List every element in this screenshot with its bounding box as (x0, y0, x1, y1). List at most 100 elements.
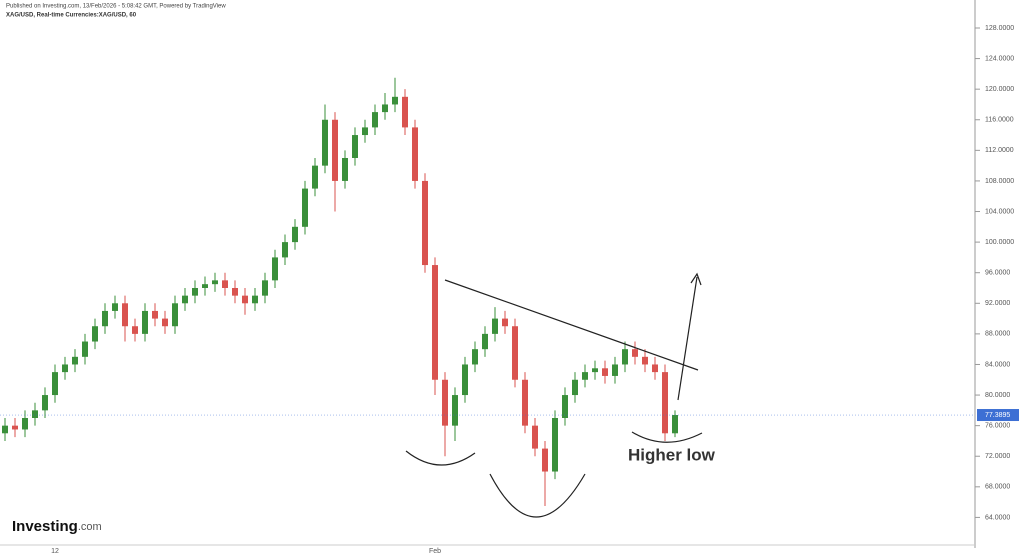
candle-body (252, 295, 258, 304)
candle-body (162, 318, 168, 327)
y-tick-label: 76.0000 (985, 422, 1010, 429)
y-tick-label: 68.0000 (985, 484, 1010, 491)
candle-body (572, 379, 578, 396)
candle-body (632, 349, 638, 357)
candle-body (382, 104, 388, 113)
last-price-label: 77.3895 (985, 412, 1010, 419)
candle-body (532, 425, 538, 449)
candle-body (462, 364, 468, 396)
y-tick-label: 100.0000 (985, 239, 1014, 246)
candle-body (602, 368, 608, 376)
candle-body (302, 188, 308, 227)
candle-body (592, 368, 598, 373)
candle-body (552, 417, 558, 472)
candle-body (12, 425, 18, 430)
y-tick-label: 72.0000 (985, 453, 1010, 460)
y-tick-label: 92.0000 (985, 300, 1010, 307)
y-tick-label: 84.0000 (985, 361, 1010, 368)
arc (489, 473, 586, 518)
y-tick-label: 64.0000 (985, 514, 1010, 521)
candle-body (412, 127, 418, 181)
candle-body (182, 295, 188, 304)
candle-body (492, 318, 498, 334)
candles (2, 77, 678, 506)
chart-subtitle: Published on Investing.com, 13/Feb/2026 … (6, 4, 226, 10)
candle-body (322, 119, 328, 166)
arrow-head (690, 272, 702, 286)
candle-body (272, 257, 278, 281)
candle-body (472, 349, 478, 365)
candle-body (622, 349, 628, 365)
candle-body (362, 127, 368, 136)
arc (631, 431, 703, 443)
candle-body (32, 410, 38, 418)
candle-body (512, 326, 518, 380)
candle-body (152, 310, 158, 319)
candle-body (372, 112, 378, 128)
candle-body (122, 303, 128, 327)
y-tick-label: 96.0000 (985, 270, 1010, 277)
candle-body (212, 280, 218, 285)
candle-body (392, 96, 398, 105)
candle-body (262, 280, 268, 296)
candle-body (292, 226, 298, 243)
candle-body (522, 379, 528, 426)
candle-body (22, 417, 28, 430)
y-tick-label: 104.0000 (985, 208, 1014, 215)
candle-body (672, 415, 678, 434)
logo: Investing.com (12, 518, 102, 535)
y-tick-label: 124.0000 (985, 55, 1014, 62)
y-tick-label: 80.0000 (985, 392, 1010, 399)
candle-body (482, 333, 488, 350)
candle-body (142, 310, 148, 334)
candle-body (662, 372, 668, 434)
candle-body (452, 395, 458, 426)
chart-title: XAG/USD, Real-time Currencies:XAG/USD, 6… (6, 13, 137, 19)
candle-body (352, 135, 358, 158)
candle-body (2, 425, 8, 434)
y-tick-label: 112.0000 (985, 147, 1014, 154)
candle-body (102, 310, 108, 327)
trend-line (444, 279, 699, 371)
candle-body (232, 287, 238, 296)
candle-body (92, 326, 98, 342)
last-price-box (977, 409, 1019, 422)
candle-body (132, 326, 138, 334)
candle-body (612, 364, 618, 376)
candle-body (652, 364, 658, 373)
candle-body (282, 242, 288, 258)
x-tick-label: Feb (429, 548, 441, 555)
y-tick-label: 120.0000 (985, 86, 1014, 93)
y-tick-label: 128.0000 (985, 25, 1014, 32)
x-tick-label: 12 (51, 548, 59, 555)
candle-body (62, 364, 68, 373)
candle-body (72, 356, 78, 365)
candle-body (582, 372, 588, 380)
candle-body (42, 395, 48, 411)
candle-body (82, 341, 88, 357)
candle-body (422, 180, 428, 266)
candle-body (202, 284, 208, 288)
candle-body (312, 165, 318, 189)
candle-body (192, 287, 198, 296)
candle-body (562, 395, 568, 418)
candle-body (332, 119, 338, 181)
candle-body (342, 157, 348, 181)
y-tick-label: 116.0000 (985, 117, 1014, 124)
y-tick-label: 108.0000 (985, 178, 1014, 185)
candle-body (442, 379, 448, 426)
y-tick-label: 88.0000 (985, 331, 1010, 338)
arc (405, 450, 476, 466)
candle-body (222, 280, 228, 288)
arrow-shaft (677, 276, 698, 401)
candle-body (642, 356, 648, 365)
candle-body (52, 372, 58, 396)
annotation: Higher low (628, 445, 716, 464)
logo-suffix: .com (78, 521, 102, 533)
candle-body (112, 303, 118, 311)
logo-main: Investing (12, 518, 78, 535)
candle-body (502, 318, 508, 327)
